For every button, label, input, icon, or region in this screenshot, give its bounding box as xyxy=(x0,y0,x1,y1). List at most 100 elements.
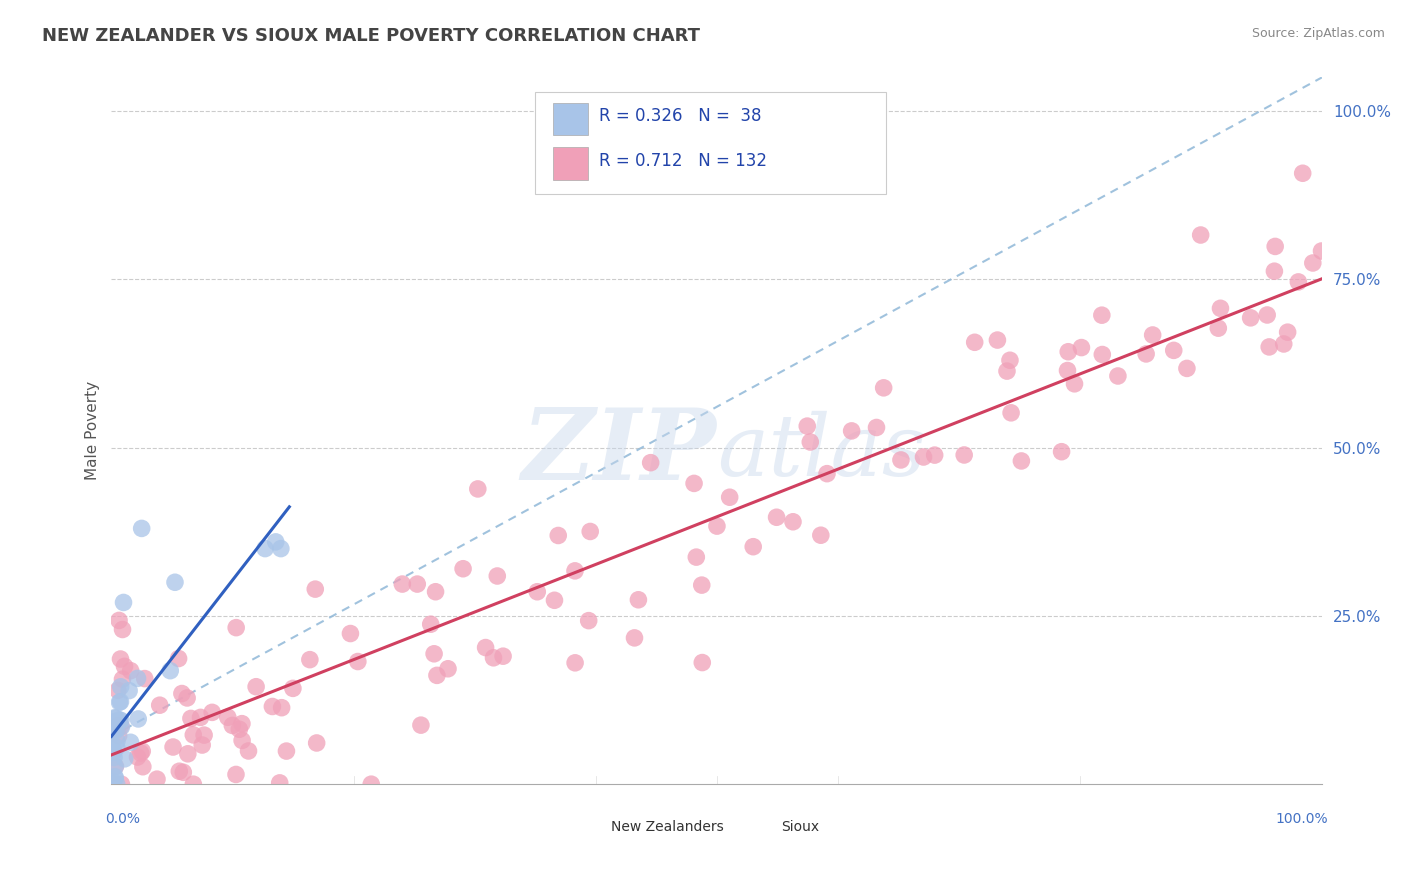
Point xyxy=(225,767,247,781)
Point xyxy=(409,718,432,732)
Point xyxy=(706,519,728,533)
Point xyxy=(953,448,976,462)
Point xyxy=(118,683,141,698)
Point xyxy=(129,746,152,760)
Point xyxy=(103,750,125,764)
Point xyxy=(159,664,181,678)
Point xyxy=(437,662,460,676)
Point xyxy=(796,419,818,434)
Point xyxy=(225,621,247,635)
Point xyxy=(180,711,202,725)
Point xyxy=(238,744,260,758)
Point xyxy=(683,476,706,491)
Text: Source: ZipAtlas.com: Source: ZipAtlas.com xyxy=(1251,27,1385,40)
Point xyxy=(107,683,129,698)
Point xyxy=(1163,343,1185,358)
Point xyxy=(201,706,224,720)
Point xyxy=(1286,275,1309,289)
Point xyxy=(110,714,132,728)
FancyBboxPatch shape xyxy=(569,814,600,838)
Point xyxy=(1292,166,1315,180)
Point xyxy=(270,700,292,714)
Point xyxy=(254,541,277,556)
FancyBboxPatch shape xyxy=(738,814,770,838)
Point xyxy=(108,695,131,709)
Point xyxy=(131,521,153,535)
Point xyxy=(579,524,602,539)
Point xyxy=(1263,264,1285,278)
Point xyxy=(425,584,447,599)
Point xyxy=(339,626,361,640)
Point xyxy=(127,671,149,685)
Point xyxy=(578,614,600,628)
Point xyxy=(1056,363,1078,377)
Point xyxy=(105,723,128,738)
Point xyxy=(467,482,489,496)
Point xyxy=(245,680,267,694)
Text: ZIP: ZIP xyxy=(522,404,717,500)
Point xyxy=(890,453,912,467)
Point xyxy=(169,764,191,779)
Point xyxy=(1142,328,1164,343)
Point xyxy=(685,550,707,565)
Point xyxy=(149,698,172,713)
Point xyxy=(110,719,132,733)
Point xyxy=(190,710,212,724)
Point xyxy=(104,759,127,773)
Point xyxy=(183,777,205,791)
Point xyxy=(101,724,124,739)
Point xyxy=(110,652,132,666)
Point xyxy=(872,381,894,395)
Point xyxy=(162,739,184,754)
Point xyxy=(810,528,832,542)
Point xyxy=(101,742,124,756)
Point xyxy=(391,577,413,591)
Point xyxy=(1135,347,1157,361)
Point xyxy=(782,515,804,529)
Point xyxy=(114,659,136,673)
Point xyxy=(426,668,449,682)
Point xyxy=(231,733,253,747)
Point xyxy=(1050,444,1073,458)
Point xyxy=(170,687,193,701)
Point xyxy=(103,718,125,732)
Point xyxy=(217,710,239,724)
Text: 100.0%: 100.0% xyxy=(1275,813,1327,827)
Point xyxy=(304,582,326,596)
Point xyxy=(108,713,131,727)
Point xyxy=(1063,376,1085,391)
Text: R = 0.326   N =  38: R = 0.326 N = 38 xyxy=(599,107,762,125)
Text: Sioux: Sioux xyxy=(780,820,818,834)
Point xyxy=(1310,244,1333,258)
Point xyxy=(103,777,125,791)
Point xyxy=(167,651,190,665)
Point xyxy=(841,424,863,438)
Point xyxy=(690,656,713,670)
Point xyxy=(270,541,292,556)
Point xyxy=(912,450,935,464)
Point xyxy=(526,584,548,599)
Point xyxy=(815,467,838,481)
Point xyxy=(104,711,127,725)
Point xyxy=(231,716,253,731)
Point xyxy=(103,711,125,725)
Point xyxy=(492,649,515,664)
Point xyxy=(406,577,429,591)
Point xyxy=(640,456,662,470)
Point xyxy=(101,739,124,753)
Point xyxy=(269,776,291,790)
Point xyxy=(924,448,946,462)
Point xyxy=(114,752,136,766)
Point xyxy=(564,564,586,578)
Text: 0.0%: 0.0% xyxy=(105,813,141,827)
Point xyxy=(132,760,155,774)
Point xyxy=(543,593,565,607)
Point xyxy=(305,736,328,750)
Point xyxy=(101,746,124,760)
Point xyxy=(799,435,821,450)
Point xyxy=(1091,347,1114,361)
Point xyxy=(101,725,124,739)
Point xyxy=(276,744,298,758)
Point xyxy=(120,735,142,749)
Point xyxy=(193,728,215,742)
